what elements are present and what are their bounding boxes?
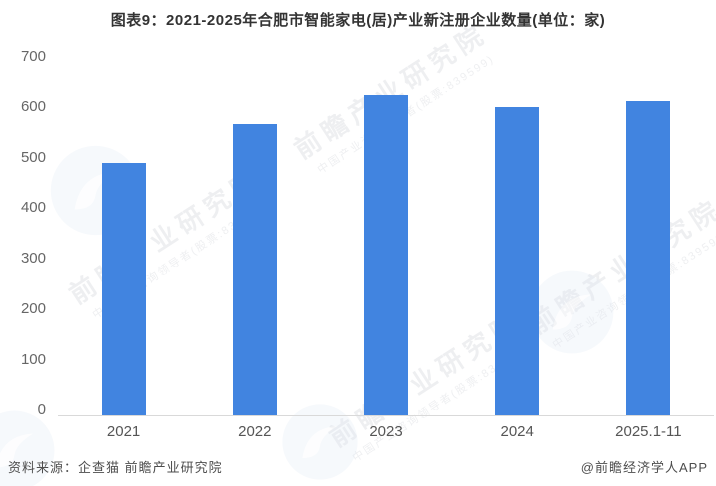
y-axis-tick-label: 300 bbox=[20, 249, 46, 267]
y-axis-tick-label: 200 bbox=[20, 300, 46, 318]
y-axis-tick-label: 400 bbox=[20, 199, 46, 217]
watermark-logo-icon bbox=[282, 404, 358, 480]
y-axis-tick-label: 0 bbox=[37, 401, 46, 418]
x-axis-label-2024: 2024 bbox=[500, 423, 534, 440]
y-axis-tick-label: 700 bbox=[20, 48, 46, 65]
brand-credit: @前瞻经济学人APP bbox=[580, 460, 708, 475]
source-note: 资料来源：企查猫 前瞻产业研究院 bbox=[8, 460, 223, 475]
bar-2021 bbox=[101, 162, 146, 415]
bar-2022 bbox=[232, 123, 277, 415]
x-axis-label-2021: 2021 bbox=[106, 423, 141, 440]
chart-title: 图表9：2021-2025年合肥市智能家电(居)产业新注册企业数量(单位：家) bbox=[110, 12, 606, 29]
x-axis-line bbox=[58, 415, 714, 416]
y-axis-tick-label: 100 bbox=[20, 350, 46, 368]
bar-2024 bbox=[495, 107, 540, 415]
watermark-tagline: 中国产业咨询领导者(股票:839599) bbox=[90, 197, 272, 322]
x-axis-label-2022: 2022 bbox=[238, 423, 272, 440]
x-axis-label-2023: 2023 bbox=[369, 423, 403, 440]
watermark-logo-icon bbox=[530, 270, 614, 354]
bar-2025.1-11 bbox=[626, 101, 671, 415]
y-axis-tick-label: 600 bbox=[20, 98, 46, 116]
y-axis-tick-label: 500 bbox=[20, 148, 46, 166]
bar-2023 bbox=[364, 95, 408, 415]
x-axis-label-2025.1-11: 2025.1-11 bbox=[615, 423, 682, 440]
